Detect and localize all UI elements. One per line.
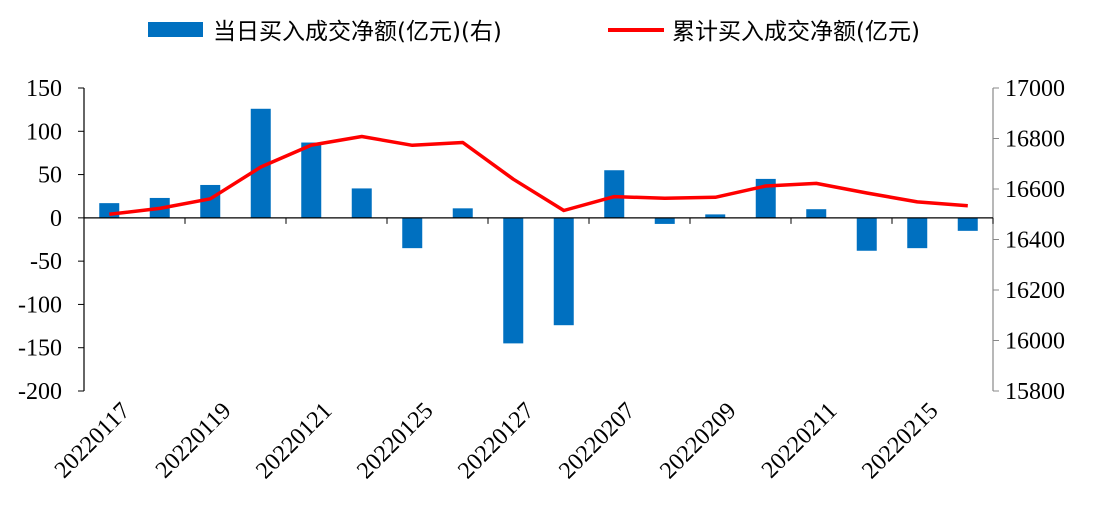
cumulative-line xyxy=(109,134,968,217)
right-tick-label: 16400 xyxy=(1005,228,1065,254)
x-axis-ticks: 20220117 20220119 20220121 20220125 20220127… xyxy=(50,398,944,484)
bar xyxy=(553,217,574,326)
left-tick-label: 0 xyxy=(50,206,62,232)
bar xyxy=(452,208,473,218)
axes xyxy=(83,88,994,391)
bar xyxy=(250,108,271,218)
x-tick-label: 20220125 xyxy=(352,398,438,484)
bar-series xyxy=(99,108,978,344)
x-tick-label: 20220209 xyxy=(655,398,741,484)
x-tick-label: 20220211 xyxy=(757,398,843,484)
left-tick-label: -150 xyxy=(18,336,62,362)
right-tick-label: 15800 xyxy=(1005,379,1065,405)
right-tick-label: 17000 xyxy=(1005,76,1065,102)
line-series xyxy=(109,134,968,217)
bar xyxy=(907,217,928,249)
left-tick-label: 50 xyxy=(38,163,62,189)
legend: 当日买入成交净额(亿元)(右) 累计买入成交净额(亿元) xyxy=(148,19,920,45)
left-tick-label: -100 xyxy=(18,292,62,318)
x-tick-label: 20220127 xyxy=(453,398,539,484)
left-axis-ticks: 150 100 50 0 -50 -100 -150 -200 xyxy=(18,76,84,405)
x-tick-label: 20220121 xyxy=(251,398,337,484)
x-tick-label: 20220119 xyxy=(151,398,237,484)
bar xyxy=(806,209,827,218)
legend-bar-label: 当日买入成交净额(亿元)(右) xyxy=(213,19,502,45)
left-tick-label: 100 xyxy=(26,119,62,145)
right-tick-label: 16000 xyxy=(1005,329,1065,355)
legend-line-label: 累计买入成交净额(亿元) xyxy=(672,19,920,45)
bar xyxy=(351,188,372,218)
x-tick-label: 20220207 xyxy=(554,398,640,484)
bar xyxy=(705,214,726,218)
bar xyxy=(856,217,877,251)
left-tick-label: -50 xyxy=(30,249,62,275)
right-tick-label: 16200 xyxy=(1005,278,1065,304)
x-tick-label: 20220117 xyxy=(50,398,136,484)
right-axis-ticks: 17000 16800 16600 16400 16200 16000 15800 xyxy=(993,76,1065,405)
bar xyxy=(301,142,322,218)
bar xyxy=(402,217,423,249)
x-tick-label: 20220215 xyxy=(857,398,943,484)
bar xyxy=(654,217,675,224)
left-tick-label: 150 xyxy=(26,76,62,102)
right-tick-label: 16800 xyxy=(1005,127,1065,153)
bar xyxy=(604,170,625,218)
bar xyxy=(957,217,978,231)
bar xyxy=(200,184,221,218)
legend-bar-swatch xyxy=(148,22,203,37)
left-tick-label: -200 xyxy=(18,379,62,405)
bar xyxy=(503,217,524,344)
bar xyxy=(99,203,120,218)
right-tick-label: 16600 xyxy=(1005,177,1065,203)
